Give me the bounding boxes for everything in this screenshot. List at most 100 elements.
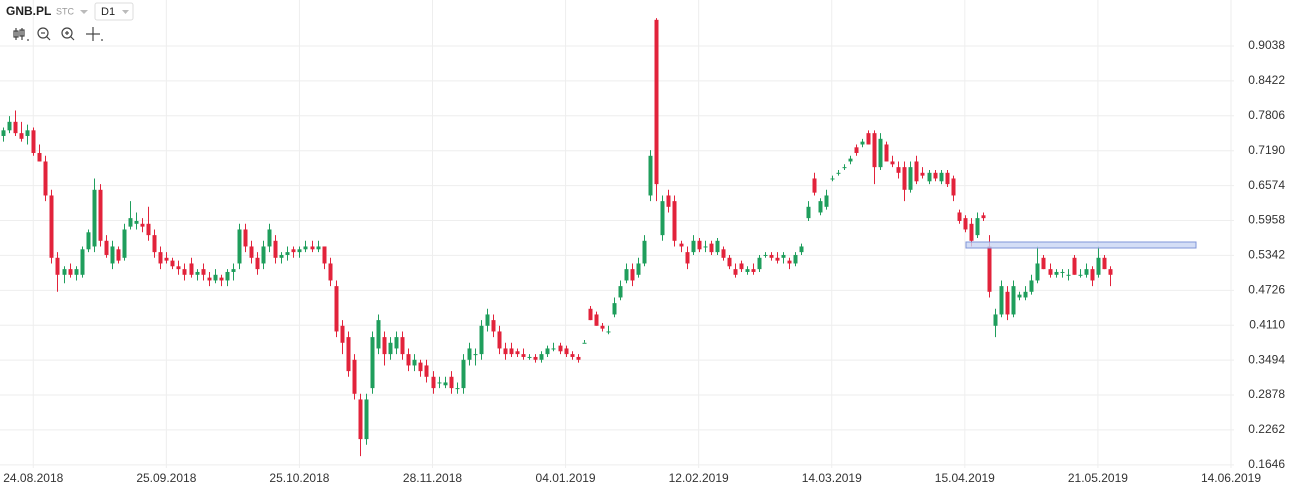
- candle-body: [176, 266, 181, 270]
- candle-body: [830, 178, 835, 180]
- candle-body: [1011, 286, 1016, 315]
- candle-body: [685, 252, 690, 264]
- dropdown-arrow[interactable]: [80, 10, 88, 14]
- candle-body: [630, 269, 635, 281]
- candle-body: [564, 348, 569, 355]
- candle-body: [291, 249, 296, 253]
- candle-body: [1023, 291, 1028, 298]
- candle-body: [521, 354, 526, 357]
- y-tick-label: 0.9038: [1248, 38, 1285, 52]
- toolbar-icons: [13, 27, 103, 41]
- candle-body: [957, 212, 962, 221]
- candle-body: [1072, 257, 1077, 275]
- candle-body: [570, 354, 575, 357]
- candle-body: [745, 269, 750, 272]
- candle-body: [485, 314, 490, 326]
- candle-body: [170, 260, 175, 267]
- candle-body: [757, 257, 762, 270]
- candle-body: [406, 354, 411, 366]
- candle-body: [914, 161, 919, 182]
- candle-body: [842, 167, 847, 169]
- candle-body: [98, 189, 103, 241]
- y-tick-label: 0.2878: [1248, 387, 1285, 401]
- candle-body: [824, 195, 829, 207]
- candle-body: [479, 325, 484, 355]
- candle-body: [854, 147, 859, 153]
- candle-body: [963, 218, 968, 230]
- candle-body: [189, 263, 194, 275]
- candle-body: [431, 376, 436, 389]
- candle-body: [975, 218, 980, 236]
- candle-body: [273, 240, 278, 258]
- candle-body: [225, 271, 230, 281]
- candle-body: [1102, 257, 1107, 270]
- candle-body: [1017, 294, 1022, 298]
- candle-body: [74, 269, 79, 275]
- x-tick-label: 14.06.2019: [1201, 471, 1261, 485]
- exchange[interactable]: STC: [56, 6, 75, 16]
- candle-body: [636, 263, 641, 275]
- candle-body: [860, 141, 865, 145]
- candle-body: [207, 277, 212, 281]
- interval[interactable]: D1: [101, 6, 115, 18]
- candle-body: [818, 201, 823, 213]
- candle-body: [969, 223, 974, 241]
- candle-body: [999, 286, 1004, 315]
- candle-body: [164, 257, 169, 261]
- candle-body: [455, 388, 460, 390]
- candle-body: [201, 269, 206, 275]
- candle-body: [624, 269, 629, 281]
- candle-body: [709, 243, 714, 253]
- candle-body: [25, 130, 30, 136]
- candle-body: [418, 362, 423, 372]
- candle-body: [237, 229, 242, 264]
- candle-body: [110, 246, 115, 264]
- candle-body: [1096, 257, 1101, 275]
- candle-body: [316, 246, 321, 250]
- candle-body: [654, 19, 659, 185]
- candle-body: [358, 399, 363, 440]
- candle-body: [303, 246, 308, 250]
- candle-body: [55, 257, 60, 275]
- candle-body: [364, 399, 369, 440]
- candle-body: [1108, 269, 1113, 275]
- candle-body: [727, 257, 732, 267]
- symbol[interactable]: GNB.PL: [6, 4, 51, 18]
- candle-body: [799, 246, 804, 253]
- candle-body: [328, 263, 333, 281]
- zoom-out-icon[interactable]: [37, 27, 51, 41]
- candle-body: [134, 220, 139, 224]
- zoom-in-icon[interactable]: [61, 27, 75, 41]
- candle-body: [352, 359, 357, 394]
- candle-body: [382, 337, 387, 355]
- candle-body: [697, 240, 702, 250]
- candle-body: [437, 382, 442, 384]
- x-tick-label: 24.08.2018: [3, 471, 63, 485]
- candle-body: [920, 172, 925, 176]
- candle-body: [787, 260, 792, 264]
- candle-body: [582, 342, 587, 344]
- chart-type-icon[interactable]: [13, 28, 29, 41]
- interval-box[interactable]: [94, 2, 134, 21]
- candle-body: [213, 274, 218, 281]
- candle-body: [872, 133, 877, 168]
- y-tick-label: 0.2262: [1248, 422, 1285, 436]
- candle-body: [721, 249, 726, 258]
- candle-body: [249, 246, 254, 258]
- candle-body: [878, 138, 883, 168]
- candle-body: [1005, 291, 1010, 315]
- candle-body: [394, 337, 399, 349]
- candle-body: [939, 172, 944, 182]
- candle-body: [267, 229, 272, 247]
- y-tick-label: 0.7190: [1248, 143, 1285, 157]
- candle-body: [182, 269, 187, 275]
- candle-body: [370, 337, 375, 389]
- candle-body: [376, 320, 381, 349]
- y-tick-label: 0.5342: [1248, 248, 1285, 262]
- y-tick-label: 0.4110: [1249, 317, 1285, 331]
- candle-body: [424, 365, 429, 377]
- candle-body: [781, 254, 786, 258]
- crosshair-icon[interactable]: [86, 27, 103, 41]
- x-tick-label: 25.09.2018: [136, 471, 196, 485]
